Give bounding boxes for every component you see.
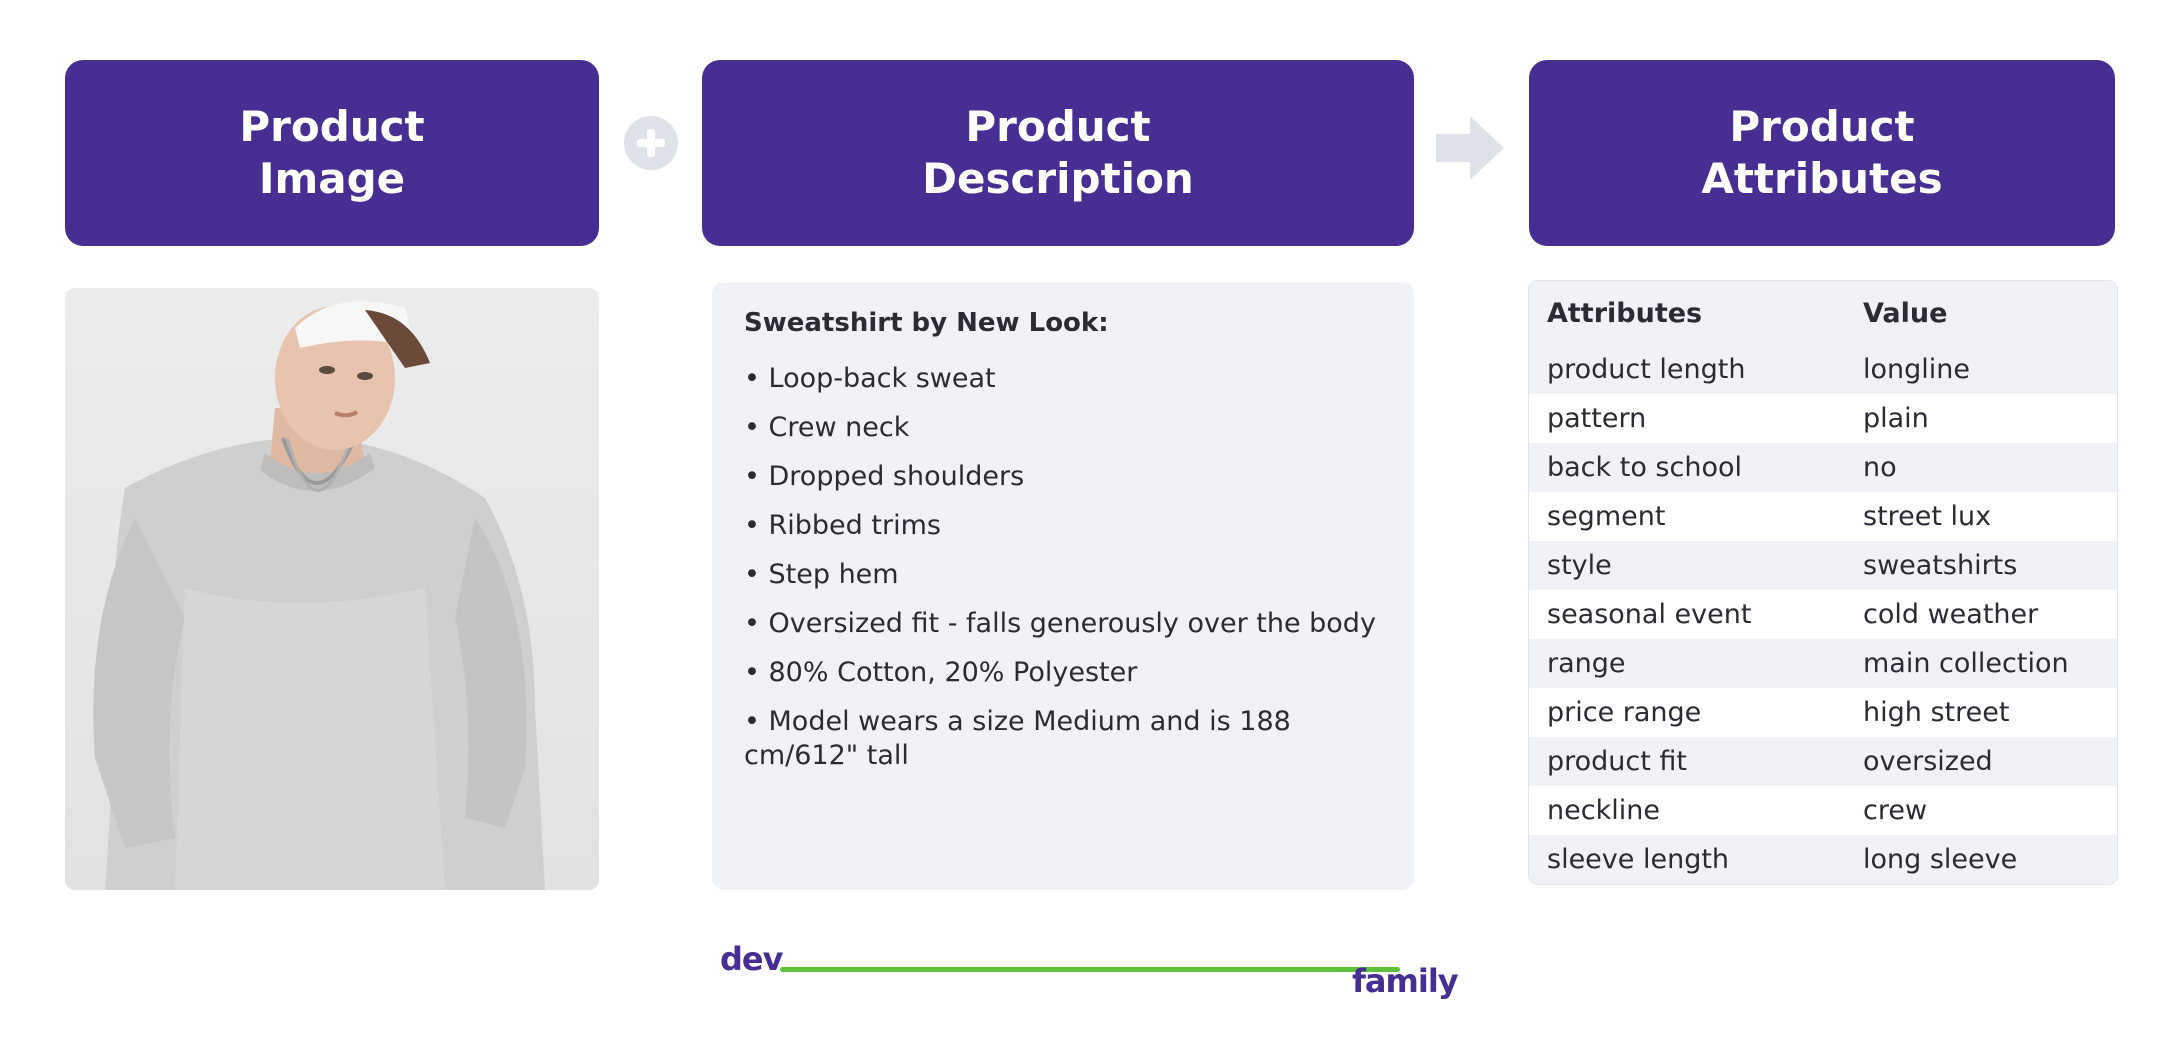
table-row: product length longline — [1529, 345, 2117, 394]
description-list: • Loop-back sweat • Crew neck • Dropped … — [744, 362, 1382, 773]
attribute-value: longline — [1863, 354, 1970, 385]
attribute-value: long sleeve — [1863, 844, 2018, 875]
product-description-header-line1: Product — [965, 102, 1151, 151]
table-row: product fit oversized — [1529, 737, 2117, 786]
description-item: • Loop-back sweat — [744, 363, 996, 394]
description-item: • Step hem — [744, 559, 899, 590]
attribute-name: segment — [1547, 501, 1666, 532]
table-row: pattern plain — [1529, 394, 2117, 443]
table-row: back to school no — [1529, 443, 2117, 492]
attribute-name: style — [1547, 550, 1612, 581]
attribute-value: street lux — [1863, 501, 1992, 532]
devfamily-logo: dev family — [720, 940, 1460, 1006]
product-attributes-header-line2: Attributes — [1701, 154, 1943, 203]
attribute-value: plain — [1863, 403, 1929, 434]
attribute-value: no — [1863, 452, 1897, 483]
attribute-name: neckline — [1547, 795, 1660, 826]
attribute-name: product length — [1547, 354, 1746, 385]
attribute-name: pattern — [1547, 403, 1647, 434]
product-description-header-line2: Description — [922, 154, 1194, 203]
attribute-name: price range — [1547, 697, 1702, 728]
table-row: style sweatshirts — [1529, 541, 2117, 590]
attributes-table: Attributes Value product length longline … — [1528, 280, 2118, 885]
product-attributes-header-line1: Product — [1729, 102, 1915, 151]
attribute-value: cold weather — [1863, 599, 2039, 630]
description-item: • Oversized fit - falls generously over … — [744, 608, 1376, 639]
attribute-value: oversized — [1863, 746, 1993, 777]
attributes-column-header: Attributes — [1547, 297, 1703, 329]
description-title: Sweatshirt by New Look: — [744, 308, 1109, 338]
attribute-name: product fit — [1547, 746, 1688, 777]
logo-line — [780, 967, 1400, 972]
attribute-value: main collection — [1863, 648, 2069, 679]
table-header-row: Attributes Value — [1529, 281, 2117, 345]
attribute-name: sleeve length — [1547, 844, 1730, 875]
description-item: • Crew neck — [744, 412, 910, 443]
plus-icon — [624, 116, 678, 170]
description-panel: Sweatshirt by New Look: • Loop-back swea… — [712, 282, 1414, 890]
product-photo — [65, 288, 599, 890]
product-image-header-line1: Product — [239, 102, 425, 151]
model-in-sweatshirt-illustration — [93, 301, 545, 890]
table-row: seasonal event cold weather — [1529, 590, 2117, 639]
attribute-name: range — [1547, 648, 1626, 679]
product-attributes-header: Product Attributes — [1529, 60, 2115, 246]
attribute-name: seasonal event — [1547, 599, 1752, 630]
table-row: segment street lux — [1529, 492, 2117, 541]
product-description-header: Product Description — [702, 60, 1414, 246]
table-row: neckline crew — [1529, 786, 2117, 835]
attribute-value: crew — [1863, 795, 1928, 826]
attribute-value: high street — [1863, 697, 2010, 728]
product-image-header-line2: Image — [258, 154, 406, 203]
description-item: • Model wears a size Medium and is 188 c… — [744, 706, 1291, 771]
arrow-right-icon — [1436, 116, 1504, 180]
attribute-name: back to school — [1547, 452, 1742, 483]
description-item: • Ribbed trims — [744, 510, 941, 541]
logo-family-text: family — [1352, 962, 1459, 1000]
attribute-value: sweatshirts — [1863, 550, 2018, 581]
description-item: • 80% Cotton, 20% Polyester — [744, 657, 1138, 688]
description-item: • Dropped shoulders — [744, 461, 1025, 492]
table-body: product length longline pattern plain back… — [1529, 345, 2117, 884]
table-row: price range high street — [1529, 688, 2117, 737]
logo-dev-text: dev — [720, 940, 783, 978]
product-image-header: Product Image — [65, 60, 599, 246]
value-column-header: Value — [1863, 297, 1948, 329]
table-row: sleeve length long sleeve — [1529, 835, 2117, 884]
table-row: range main collection — [1529, 639, 2117, 688]
